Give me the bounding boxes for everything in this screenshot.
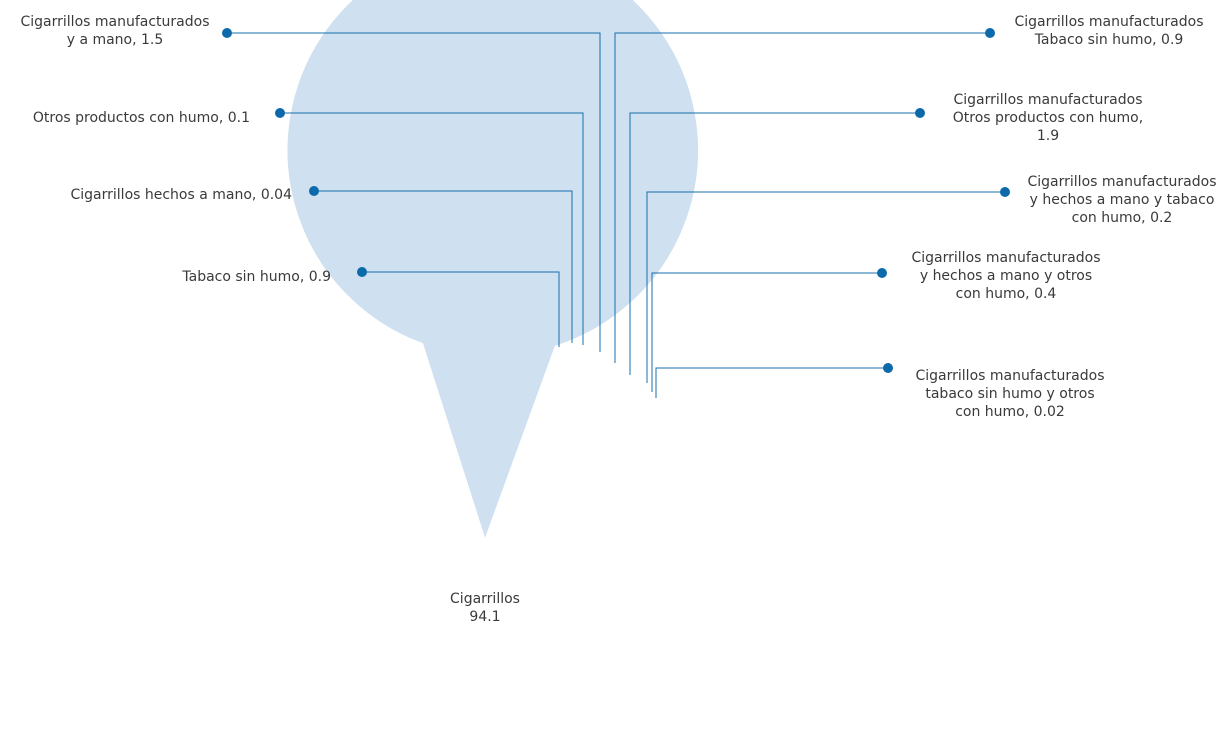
label-slice-3: Cigarrillos manufacturados Otros producto… [953, 92, 1143, 144]
label-slice-6: Otros productos con humo, 0.1 [33, 110, 250, 126]
leader-line-6 [280, 112, 584, 345]
leader-line-5 [227, 32, 601, 352]
slice-labels: Cigarrillos manufacturados tabaco sin hum… [21, 14, 1217, 625]
leader-dot-5 [222, 28, 232, 38]
leader-line-3 [629, 112, 920, 375]
leader-line-1 [651, 272, 882, 392]
label-slice-2: Cigarrillos manufacturados y hechos a man… [1028, 174, 1217, 226]
leader-line-2 [646, 191, 1005, 383]
leader-dot-8 [357, 267, 367, 277]
label-slice-1: Cigarrillos manufacturados y hechos a man… [912, 250, 1101, 302]
label-slice-0: Cigarrillos manufacturados tabaco sin hum… [916, 368, 1105, 420]
label-slice-8: Tabaco sin humo, 0.9 [181, 269, 331, 285]
leader-dot-7 [309, 186, 319, 196]
leader-line-7 [314, 190, 573, 343]
leader-dot-1 [877, 268, 887, 278]
leader-dot-4 [985, 28, 995, 38]
label-cigarrillos: Cigarrillos 94.1 [450, 591, 520, 625]
leader-dot-3 [915, 108, 925, 118]
leader-lines [222, 28, 1010, 398]
leader-dot-2 [1000, 187, 1010, 197]
pie-slices [286, 0, 700, 543]
label-slice-5: Cigarrillos manufacturados y a mano, 1.5 [21, 14, 210, 48]
slice-cigarrillos [286, 0, 700, 543]
leader-line-0 [655, 367, 888, 398]
leader-line-8 [362, 271, 560, 347]
leader-dot-0 [883, 363, 893, 373]
label-slice-7: Cigarrillos hechos a mano, 0.04 [71, 187, 293, 203]
leader-dot-6 [275, 108, 285, 118]
leader-line-4 [614, 32, 990, 363]
label-slice-4: Cigarrillos manufacturados Tabaco sin hum… [1015, 14, 1204, 48]
